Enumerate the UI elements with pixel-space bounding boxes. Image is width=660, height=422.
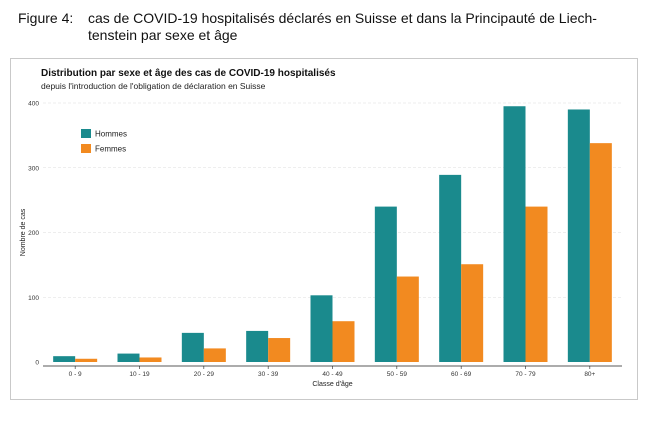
legend: Hommes Femmes bbox=[81, 129, 127, 154]
bar-femmes-7 bbox=[525, 206, 548, 362]
bar-chart: Distribution par sexe et âge des cas de … bbox=[20, 68, 622, 388]
bar-hommes-5 bbox=[374, 206, 397, 362]
bar-hommes-3 bbox=[246, 330, 269, 362]
bar-hommes-8 bbox=[567, 109, 590, 362]
bar-femmes-3 bbox=[268, 338, 291, 362]
bar-hommes-0 bbox=[53, 356, 76, 362]
x-axis-label: Classe d'âge bbox=[312, 381, 352, 388]
legend-swatch-hommes bbox=[81, 129, 91, 138]
bar-femmes-6 bbox=[461, 264, 484, 362]
x-tick-label: 50 - 59 bbox=[387, 371, 408, 378]
figure-caption-text: cas de COVID-19 hospitalisés déclarés en… bbox=[88, 10, 597, 43]
axes: 0 100 200 300 400 0 - 9 10 - 19 20 - 29 30 - 39 4… bbox=[28, 101, 622, 378]
legend-swatch-femmes bbox=[81, 144, 91, 153]
y-tick-label: 300 bbox=[28, 165, 39, 172]
chart-title: Distribution par sexe et âge des cas de … bbox=[41, 68, 336, 79]
bar-femmes-2 bbox=[203, 348, 226, 362]
bar-hommes-7 bbox=[503, 106, 526, 362]
bar-hommes-1 bbox=[117, 353, 140, 362]
chart-subtitle: depuis l'introduction de l'obligation de… bbox=[41, 81, 266, 91]
y-tick-label: 400 bbox=[28, 101, 39, 108]
x-tick-label: 30 - 39 bbox=[258, 371, 279, 378]
y-tick-label: 0 bbox=[35, 360, 39, 367]
x-tick-label: 20 - 29 bbox=[194, 371, 215, 378]
bar-hommes-6 bbox=[439, 174, 462, 362]
y-tick-label: 200 bbox=[28, 230, 39, 237]
y-tick-label: 100 bbox=[28, 295, 39, 302]
x-tick-label: 10 - 19 bbox=[129, 371, 150, 378]
bar-femmes-5 bbox=[396, 276, 419, 362]
bar-femmes-8 bbox=[589, 143, 612, 362]
bar-femmes-4 bbox=[332, 321, 355, 362]
x-tick-label: 70 - 79 bbox=[515, 371, 536, 378]
bars bbox=[53, 106, 612, 362]
y-axis-label: Nombre de cas bbox=[20, 208, 27, 256]
bar-femmes-0 bbox=[75, 358, 98, 362]
bar-hommes-2 bbox=[181, 332, 204, 362]
legend-label-hommes: Hommes bbox=[95, 130, 127, 139]
chart-frame: Distribution par sexe et âge des cas de … bbox=[10, 58, 638, 400]
legend-label-femmes: Femmes bbox=[95, 145, 126, 154]
figure-number: Figure 4: bbox=[18, 10, 74, 26]
x-tick-label: 40 - 49 bbox=[322, 371, 343, 378]
x-tick-label: 80+ bbox=[584, 371, 595, 378]
x-tick-label: 0 - 9 bbox=[69, 371, 82, 378]
bar-hommes-4 bbox=[310, 295, 333, 362]
bar-femmes-1 bbox=[139, 357, 162, 362]
x-tick-label: 60 - 69 bbox=[451, 371, 472, 378]
